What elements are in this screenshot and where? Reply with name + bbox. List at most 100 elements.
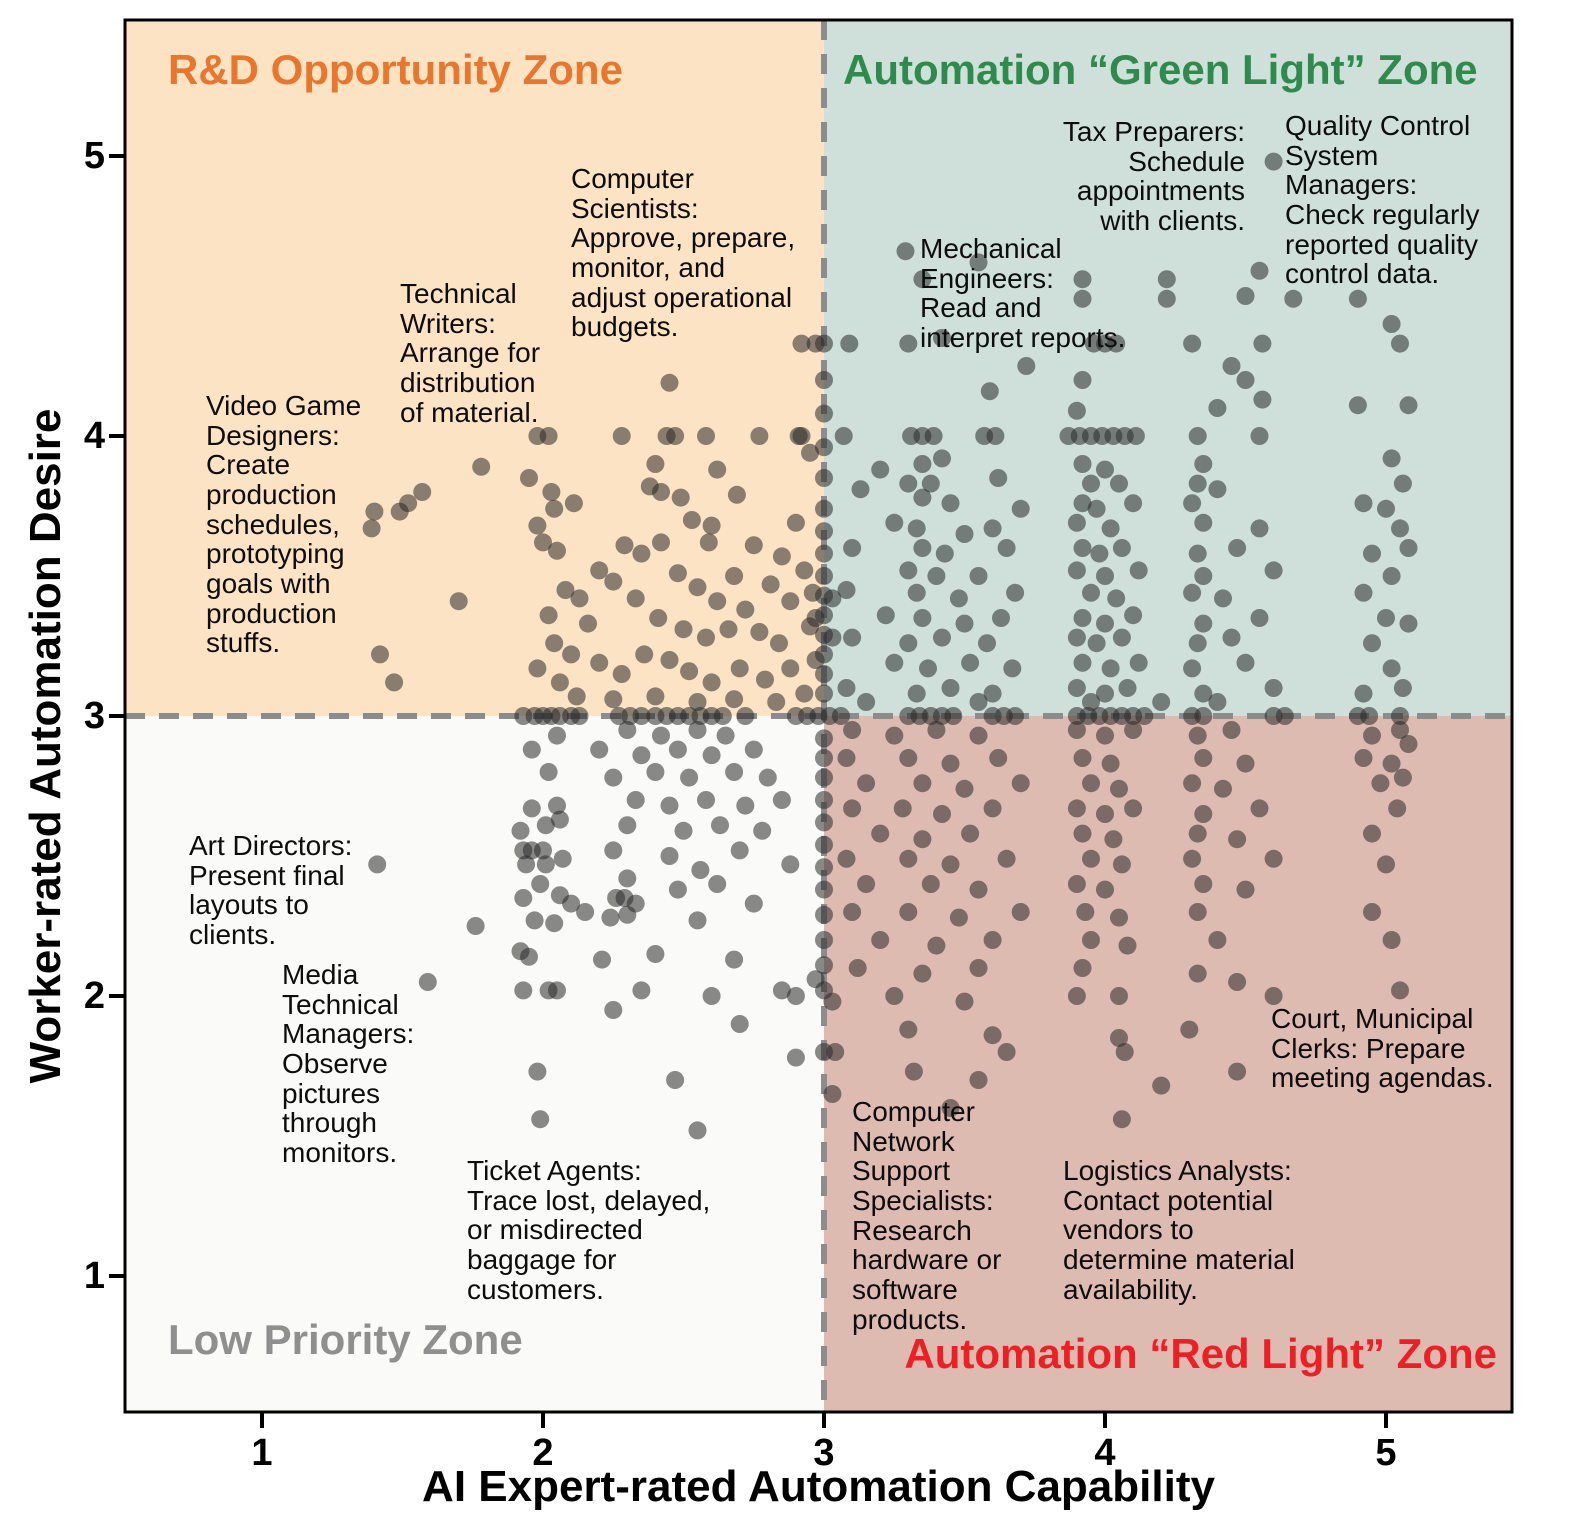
scatter-point xyxy=(955,779,974,798)
annotation-art-directors: Art Directors: Present final layouts to … xyxy=(189,830,353,951)
scatter-point xyxy=(1363,634,1381,653)
scatter-point xyxy=(531,1110,550,1129)
scatter-point xyxy=(983,799,1002,818)
scatter-point xyxy=(736,600,755,619)
scatter-point xyxy=(1096,726,1114,745)
scatter-point xyxy=(688,693,707,711)
scatter-point xyxy=(1073,824,1092,843)
scatter-point xyxy=(1157,289,1176,308)
scatter-point xyxy=(702,516,721,535)
scatter-point xyxy=(1382,754,1401,773)
scatter-point xyxy=(708,592,727,611)
scatter-point xyxy=(815,768,833,787)
scatter-point xyxy=(913,964,932,983)
scatter-point xyxy=(1264,987,1283,1005)
scatter-point xyxy=(548,726,566,745)
annotation-video-game-designers: Video Game Designers: Create production … xyxy=(206,390,362,659)
scatter-point xyxy=(1006,707,1025,725)
annotation-technical-writers: Technical Writers: Arrange for distribut… xyxy=(400,278,541,428)
scatter-point xyxy=(548,796,566,815)
annotation-ticket-agents: Ticket Agents: Trace lost, delayed, or m… xyxy=(467,1155,711,1305)
scatter-point xyxy=(921,474,940,493)
scatter-point xyxy=(772,981,791,1000)
scatter-point xyxy=(1067,987,1086,1005)
scatter-point xyxy=(660,847,679,865)
scatter-point xyxy=(660,651,679,669)
scatter-point xyxy=(744,894,763,913)
scatter-point xyxy=(980,382,999,401)
scatter-point xyxy=(542,483,561,501)
scatter-point xyxy=(1208,693,1227,711)
scatter-point xyxy=(1183,849,1202,868)
scatter-point xyxy=(1188,903,1207,921)
scatter-point xyxy=(1264,561,1283,580)
scatter-point xyxy=(601,908,620,927)
quadrant-red-light xyxy=(824,716,1512,1412)
scatter-point xyxy=(815,905,833,924)
scatter-point xyxy=(1275,707,1294,725)
scatter-point xyxy=(536,855,555,874)
scatter-point xyxy=(626,791,645,809)
scatter-point xyxy=(871,824,890,843)
scatter-point xyxy=(520,947,538,966)
scatter-point xyxy=(823,1085,842,1103)
scatter-point xyxy=(837,581,856,599)
zone-title-low-priority: Low Priority Zone xyxy=(168,1316,523,1363)
annotation-logistics-analysts: Logistics Analysts: Contact potential ve… xyxy=(1063,1155,1295,1305)
zone-title-green-light: Automation “Green Light” Zone xyxy=(843,46,1478,93)
scatter-point xyxy=(983,684,1002,703)
scatter-point xyxy=(1388,799,1407,818)
scatter-point xyxy=(885,653,904,672)
scatter-point xyxy=(792,334,811,353)
scatter-point xyxy=(1208,399,1227,417)
scatter-point xyxy=(851,480,870,499)
scatter-point xyxy=(992,609,1010,627)
scatter-point xyxy=(1208,480,1227,499)
scatter-point xyxy=(1354,583,1373,602)
scatter-point xyxy=(1104,830,1123,849)
scatter-point xyxy=(837,749,856,767)
annotation-court-municipal-clerks: Court, Municipal Clerks: Prepare meeting… xyxy=(1271,1003,1494,1094)
scatter-point xyxy=(553,849,572,868)
x-tick-label-2: 2 xyxy=(532,1432,554,1474)
scatter-point xyxy=(1250,261,1269,280)
scatter-point xyxy=(885,726,904,745)
scatter-point xyxy=(522,740,541,759)
scatter-point xyxy=(666,427,685,445)
scatter-point xyxy=(368,855,387,874)
scatter-point xyxy=(1110,779,1128,798)
scatter-point xyxy=(941,1099,960,1117)
scatter-point xyxy=(1082,474,1100,493)
scatter-point xyxy=(1363,544,1381,563)
scatter-point xyxy=(1096,567,1114,585)
scatter-point xyxy=(691,861,710,879)
scatter-point xyxy=(1393,679,1412,697)
scatter-point xyxy=(1253,390,1272,409)
scatter-point xyxy=(1250,427,1269,445)
scatter-point xyxy=(899,334,918,353)
scatter-point xyxy=(927,936,946,955)
scatter-point xyxy=(531,875,550,893)
scatter-point xyxy=(955,525,974,543)
scatter-point xyxy=(1112,1110,1131,1129)
scatter-point xyxy=(1003,659,1022,678)
scatter-point xyxy=(815,665,833,683)
scatter-point xyxy=(781,592,800,611)
scatter-point xyxy=(725,763,744,781)
scatter-point xyxy=(1354,494,1373,513)
scatter-point xyxy=(1228,1062,1247,1081)
scatter-point xyxy=(1188,634,1207,653)
scatter-point xyxy=(857,875,876,893)
scatter-point xyxy=(646,455,665,473)
scatter-point xyxy=(466,917,485,935)
scatter-point xyxy=(815,684,833,703)
scatter-point xyxy=(1112,855,1131,874)
scatter-point xyxy=(528,1062,547,1081)
scatter-point xyxy=(1076,903,1095,921)
scatter-point xyxy=(697,628,715,647)
scatter-point xyxy=(885,987,904,1005)
scatter-point xyxy=(885,513,904,532)
scatter-point xyxy=(899,1020,918,1039)
scatter-point xyxy=(1073,494,1092,513)
